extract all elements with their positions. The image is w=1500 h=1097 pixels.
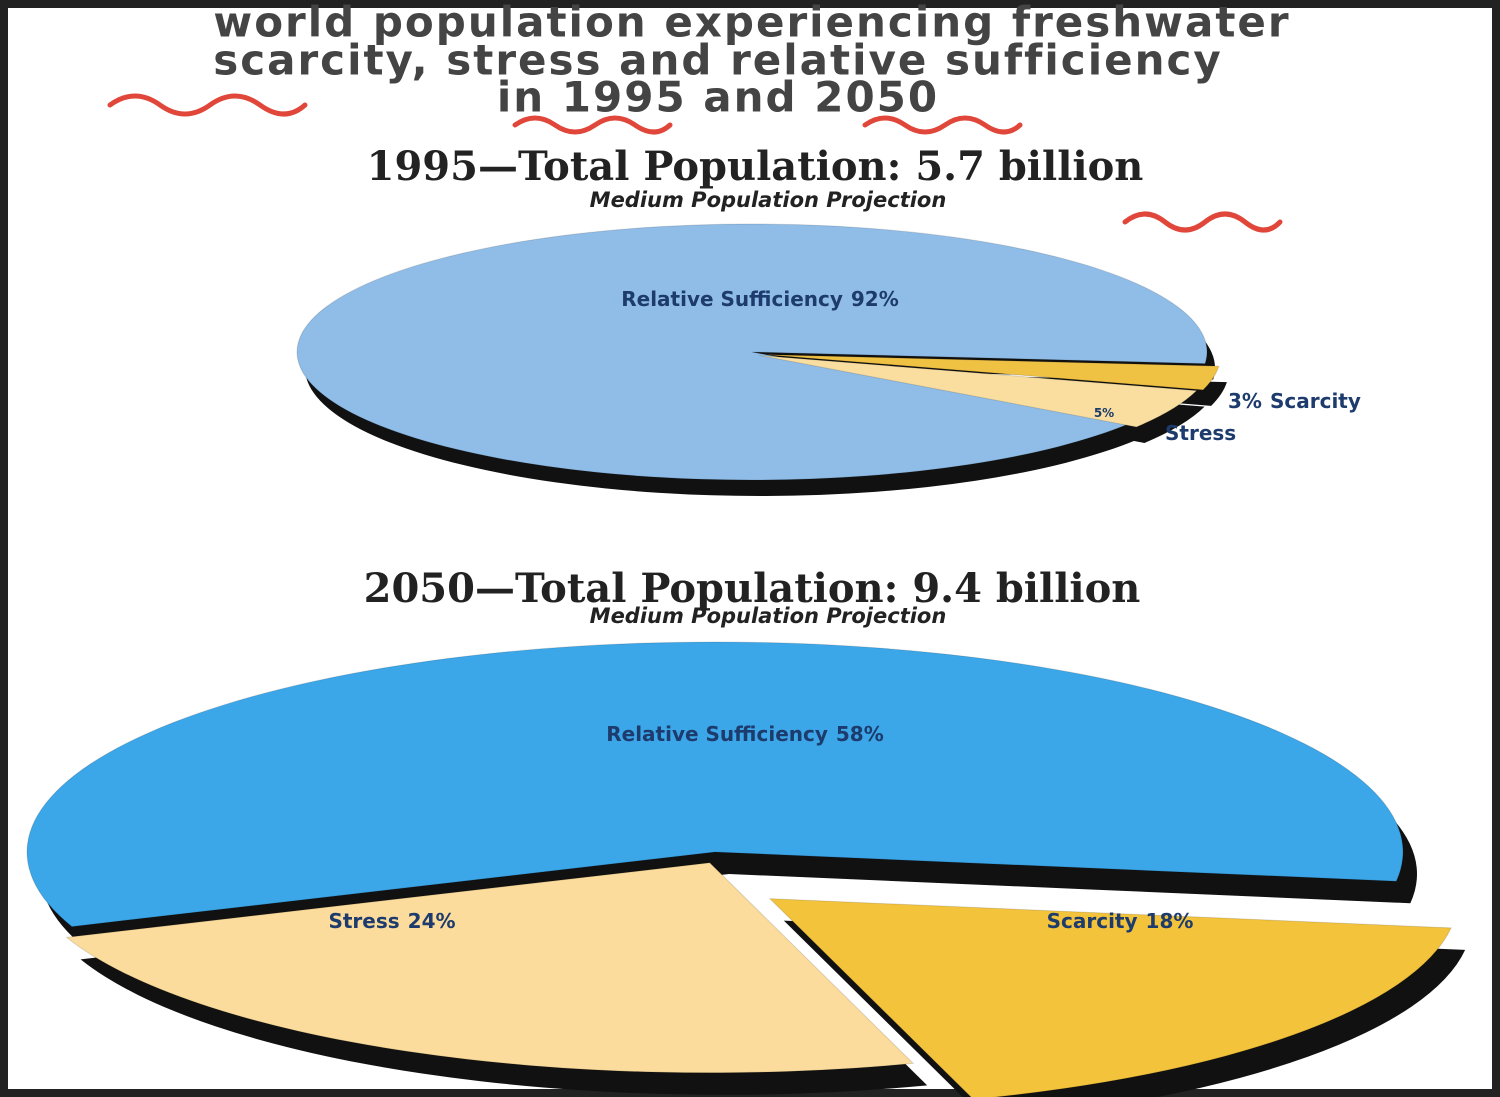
slice-label-part: Relative Sufficiency [621, 287, 843, 311]
slice-label-part: 24% [408, 909, 456, 933]
slice-label-part: 3% [1228, 389, 1262, 413]
slice-label-part: 5% [1094, 406, 1114, 420]
title-line: in 1995 and 2050 [497, 73, 939, 122]
slice-label-part: Scarcity [1047, 909, 1138, 933]
pie-slice [296, 223, 1208, 481]
slice-label-part: 92% [851, 287, 899, 311]
slice-label-part: 18% [1146, 909, 1194, 933]
chart-title: 1995—Total Population: 5.7 billion [367, 143, 1144, 190]
chart-title: 2050—Total Population: 9.4 billion [364, 565, 1141, 612]
title-line: scarcity, stress and relative sufficienc… [213, 36, 1223, 85]
annotation-squiggle [107, 93, 308, 117]
slice-label-part: Stress [328, 909, 399, 933]
slice-label: 3% Scarcity [1228, 389, 1361, 413]
slice-label: Relative Sufficiency 92% [621, 287, 899, 311]
annotation-squiggle [862, 115, 1023, 135]
slice-label: Relative Sufficiency 58% [606, 722, 884, 746]
slice-label: Stress [1165, 421, 1236, 445]
annotation-squiggle [512, 115, 673, 135]
slice-label: 5% [1094, 406, 1114, 420]
slice-label: Stress 24% [328, 909, 455, 933]
slice-label-part: 58% [836, 722, 884, 746]
slice-label-part: Stress [1165, 421, 1236, 445]
chart-subtitle: Medium Population Projection [590, 188, 947, 212]
pie-slice [26, 641, 1404, 928]
pie-slice [768, 898, 1452, 1097]
chart-subtitle: Medium Population Projection [590, 604, 947, 628]
pie-slice [765, 354, 1220, 391]
pie-slice [65, 862, 915, 1074]
slice-label-part: Relative Sufficiency [606, 722, 828, 746]
title-line: world population experiencing freshwater [213, 0, 1290, 47]
annotation-squiggle [1122, 211, 1283, 233]
slice-label: Scarcity 18% [1047, 909, 1194, 933]
slice-label-part: Scarcity [1270, 389, 1361, 413]
pie-slice [759, 354, 1198, 428]
